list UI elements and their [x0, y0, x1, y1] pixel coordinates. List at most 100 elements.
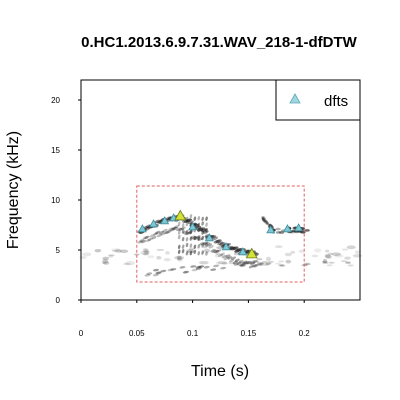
spectrogram-speck [344, 261, 351, 264]
spectrogram-speck [142, 236, 148, 240]
spectrogram-speck [185, 242, 189, 248]
spectrogram-speck [210, 248, 216, 253]
spectrogram-speck [102, 261, 110, 265]
spectrogram-speck [169, 228, 176, 232]
spectrogram-speck [334, 254, 344, 258]
spectrogram-speck [212, 249, 218, 254]
highlighted-point [174, 209, 187, 221]
spectrogram-speck [256, 258, 263, 261]
spectrogram-speck [326, 264, 333, 267]
spectrogram-speck [143, 248, 149, 253]
spectrogram-speck [111, 249, 122, 252]
spectrogram-speck [227, 256, 233, 260]
spectrogram-speck [236, 261, 242, 265]
spectrogram-speck [211, 236, 219, 241]
y-tick-label: 5 [56, 246, 61, 255]
spectrogram-speck [205, 242, 208, 248]
spectrogram-speck [193, 244, 197, 249]
plot-frame [80, 79, 361, 301]
legend-box [275, 79, 361, 121]
spectrogram-speck [213, 264, 220, 268]
spectrogram-speck [177, 221, 181, 226]
spectrogram-speck [249, 261, 256, 265]
spectrogram-speck [174, 224, 180, 229]
spectrogram-speck [321, 260, 328, 263]
spectrogram-speck [177, 257, 184, 262]
spectrogram-speck [172, 226, 179, 231]
spectrogram-speck [197, 222, 200, 227]
y-tick-label: 10 [51, 196, 60, 205]
spectrogram-speck [156, 233, 163, 238]
spectrogram-speck [325, 249, 330, 253]
selection-box [136, 185, 305, 283]
spectrogram-speck [156, 248, 165, 252]
spectrogram-speck [178, 227, 185, 231]
spectrogram-speck [208, 245, 214, 249]
spectrogram-speck [215, 239, 222, 243]
spectrogram-speck [182, 230, 188, 235]
spectrogram-speck [179, 266, 186, 269]
spectrogram-speck [341, 248, 349, 251]
y-tick-label: 0 [56, 296, 61, 305]
spectrogram-speck [155, 271, 162, 275]
spectrogram-speck [328, 252, 333, 255]
spectrogram-speck [133, 253, 140, 256]
spectrogram-speck [201, 250, 204, 255]
spectrogram-speck [313, 248, 322, 253]
spectrogram-speck [197, 244, 200, 249]
spectrogram-speck [265, 220, 269, 225]
spectrogram-speck [160, 269, 167, 273]
chart-title: 0.HC1.2013.6.9.7.31.WAV_218-1-dfDTW [81, 34, 358, 51]
spectrogram-speck [225, 254, 231, 259]
spectrogram-speck [195, 265, 202, 269]
y-axis-title: Frequency (kHz) [5, 131, 22, 249]
spectrogram-speck [198, 260, 209, 265]
spectrogram-speck [346, 245, 356, 250]
spectrogram-speck [298, 249, 305, 253]
spectrogram-speck [243, 262, 249, 265]
spectrogram-speck [174, 255, 185, 260]
x-axis-title: Time (s) [191, 363, 249, 380]
spectrogram-speck [354, 250, 360, 254]
spectrogram-speck [181, 236, 185, 242]
spectrogram-speck [181, 244, 185, 249]
spectrogram-speck [167, 268, 174, 272]
x-axis: 0 0.05 0.1 0.15 0.2 [79, 300, 310, 338]
spectrogram-speck [184, 231, 190, 236]
spectrogram-speck [190, 265, 197, 268]
spectrogram-speck [278, 260, 285, 263]
spectrogram-speck [193, 216, 197, 221]
spectrogram-speck [257, 264, 264, 267]
spectrogram-speck [256, 262, 263, 265]
spectrogram-speck [149, 234, 155, 238]
spectrogram-speck [221, 254, 227, 259]
spectrogram-speck [233, 263, 240, 266]
spectrogram-speck [180, 226, 186, 230]
spectrogram-speck [147, 255, 155, 259]
spectrogram-speck [177, 249, 181, 254]
spectrogram-speck [142, 248, 148, 251]
spectrogram-speck [305, 263, 312, 266]
data-point-dfts [160, 216, 170, 225]
spectrogram-speck [168, 227, 174, 231]
spectrogram-speck [181, 222, 185, 228]
spectrogram-speck [264, 220, 268, 225]
spectrogram-speck [199, 242, 205, 246]
spectrogram-speck [202, 245, 208, 249]
spectrogram-speck [267, 260, 274, 263]
spectrogram-speck [252, 259, 259, 263]
data-point-dfts [266, 225, 276, 234]
spectrogram-speck [197, 216, 200, 221]
spectrogram-speck [258, 262, 265, 266]
spectrogram-speck [177, 234, 181, 240]
spectrogram-speck [185, 248, 195, 253]
spectrogram-speck [225, 254, 231, 258]
spectrogram-speck [155, 271, 162, 274]
spectrogram-speck [214, 249, 220, 254]
spectrogram-speck [220, 266, 227, 270]
spectrogram-speck [79, 255, 87, 260]
spectrogram-speck [195, 267, 202, 270]
spectrogram-speck [185, 221, 189, 227]
spectrogram-speck [264, 263, 271, 266]
spectrogram-speck [182, 271, 189, 274]
